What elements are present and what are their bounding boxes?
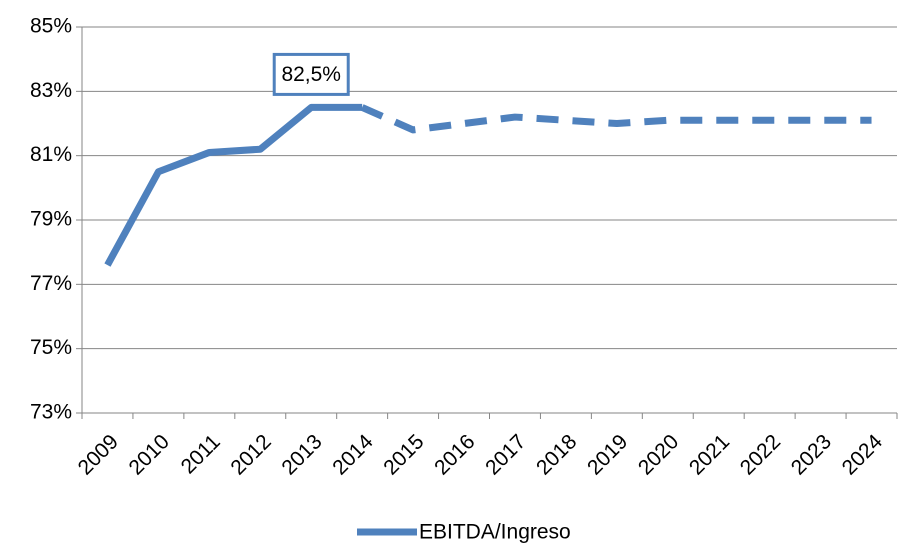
x-tick-label: 2022 xyxy=(736,430,785,479)
x-tick-label: 2013 xyxy=(277,430,326,479)
y-tick-label: 73% xyxy=(30,401,72,424)
legend-label: EBITDA/Ingreso xyxy=(419,521,571,544)
data-label: 82,5% xyxy=(281,63,341,86)
x-tick-label: 2011 xyxy=(177,430,225,478)
x-tick-label: 2018 xyxy=(532,430,581,479)
x-tick-label: 2015 xyxy=(379,430,428,479)
line xyxy=(104,103,363,267)
x-tick-label: 2017 xyxy=(481,430,530,479)
y-tick-label: 85% xyxy=(30,15,72,38)
data-label-box xyxy=(272,52,350,96)
x-tick-label: 2019 xyxy=(583,430,632,479)
x-tick-label: 2009 xyxy=(74,430,123,479)
x-tick-label: 2016 xyxy=(430,430,479,479)
x-tick-label: 2020 xyxy=(634,430,683,479)
x-tick-label: 2010 xyxy=(125,430,174,479)
y-tick-label: 81% xyxy=(30,143,72,166)
x-tick-label: 2023 xyxy=(787,430,836,479)
y-tick-label: 77% xyxy=(30,272,72,295)
x-tick-label: 2012 xyxy=(226,430,275,479)
y-tick-label: 79% xyxy=(30,208,72,231)
y-tick-label: 75% xyxy=(30,336,72,359)
x-tick-label: 2014 xyxy=(328,430,378,480)
x-tick-label: 2021 xyxy=(685,430,734,479)
line-dashed xyxy=(360,104,872,134)
x-tick-label: 2024 xyxy=(838,430,888,480)
y-tick-label: 83% xyxy=(30,79,72,102)
